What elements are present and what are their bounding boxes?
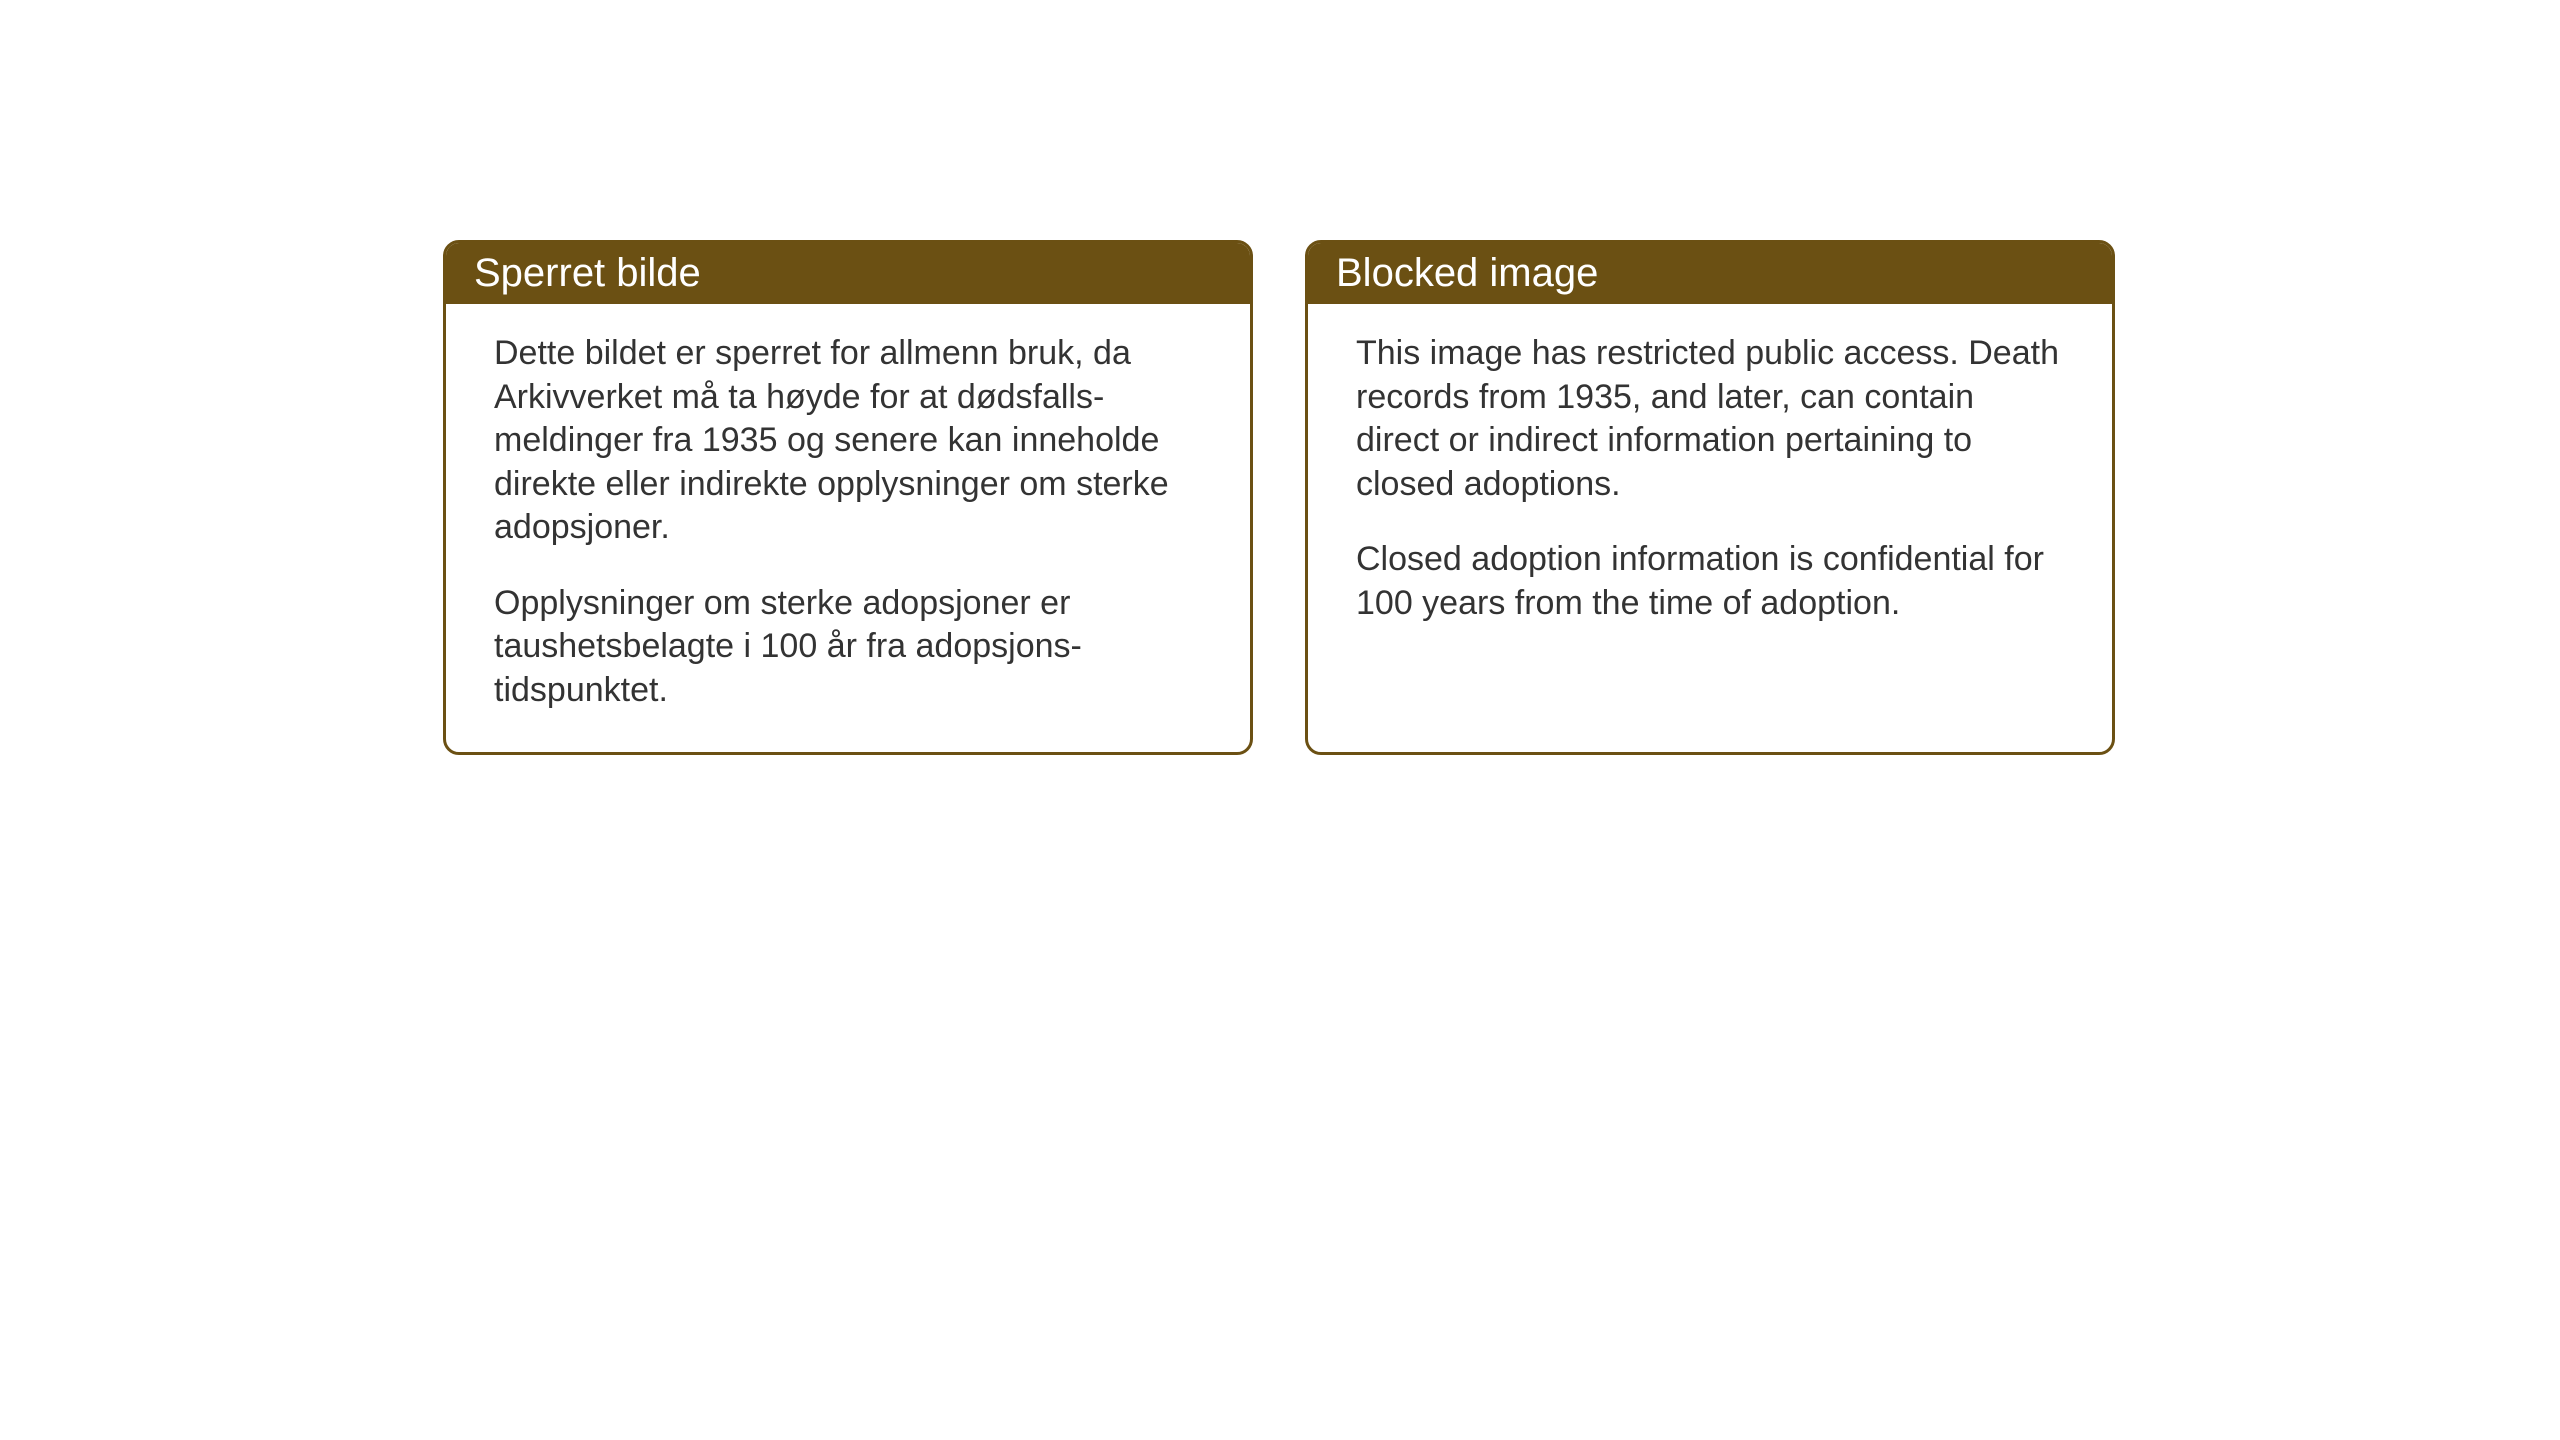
card-english: Blocked image This image has restricted … [1305, 240, 2115, 755]
card-para2-english: Closed adoption information is confident… [1356, 538, 2064, 625]
card-header-english: Blocked image [1308, 243, 2112, 304]
card-norwegian: Sperret bilde Dette bildet er sperret fo… [443, 240, 1253, 755]
card-body-norwegian: Dette bildet er sperret for allmenn bruk… [446, 304, 1250, 752]
card-para1-english: This image has restricted public access.… [1356, 332, 2064, 506]
cards-container: Sperret bilde Dette bildet er sperret fo… [0, 0, 2560, 755]
card-header-norwegian: Sperret bilde [446, 243, 1250, 304]
card-para2-norwegian: Opplysninger om sterke adopsjoner er tau… [494, 582, 1202, 713]
card-title-english: Blocked image [1336, 251, 1598, 295]
card-para1-norwegian: Dette bildet er sperret for allmenn bruk… [494, 332, 1202, 550]
card-body-english: This image has restricted public access.… [1308, 304, 2112, 665]
card-title-norwegian: Sperret bilde [474, 251, 701, 295]
